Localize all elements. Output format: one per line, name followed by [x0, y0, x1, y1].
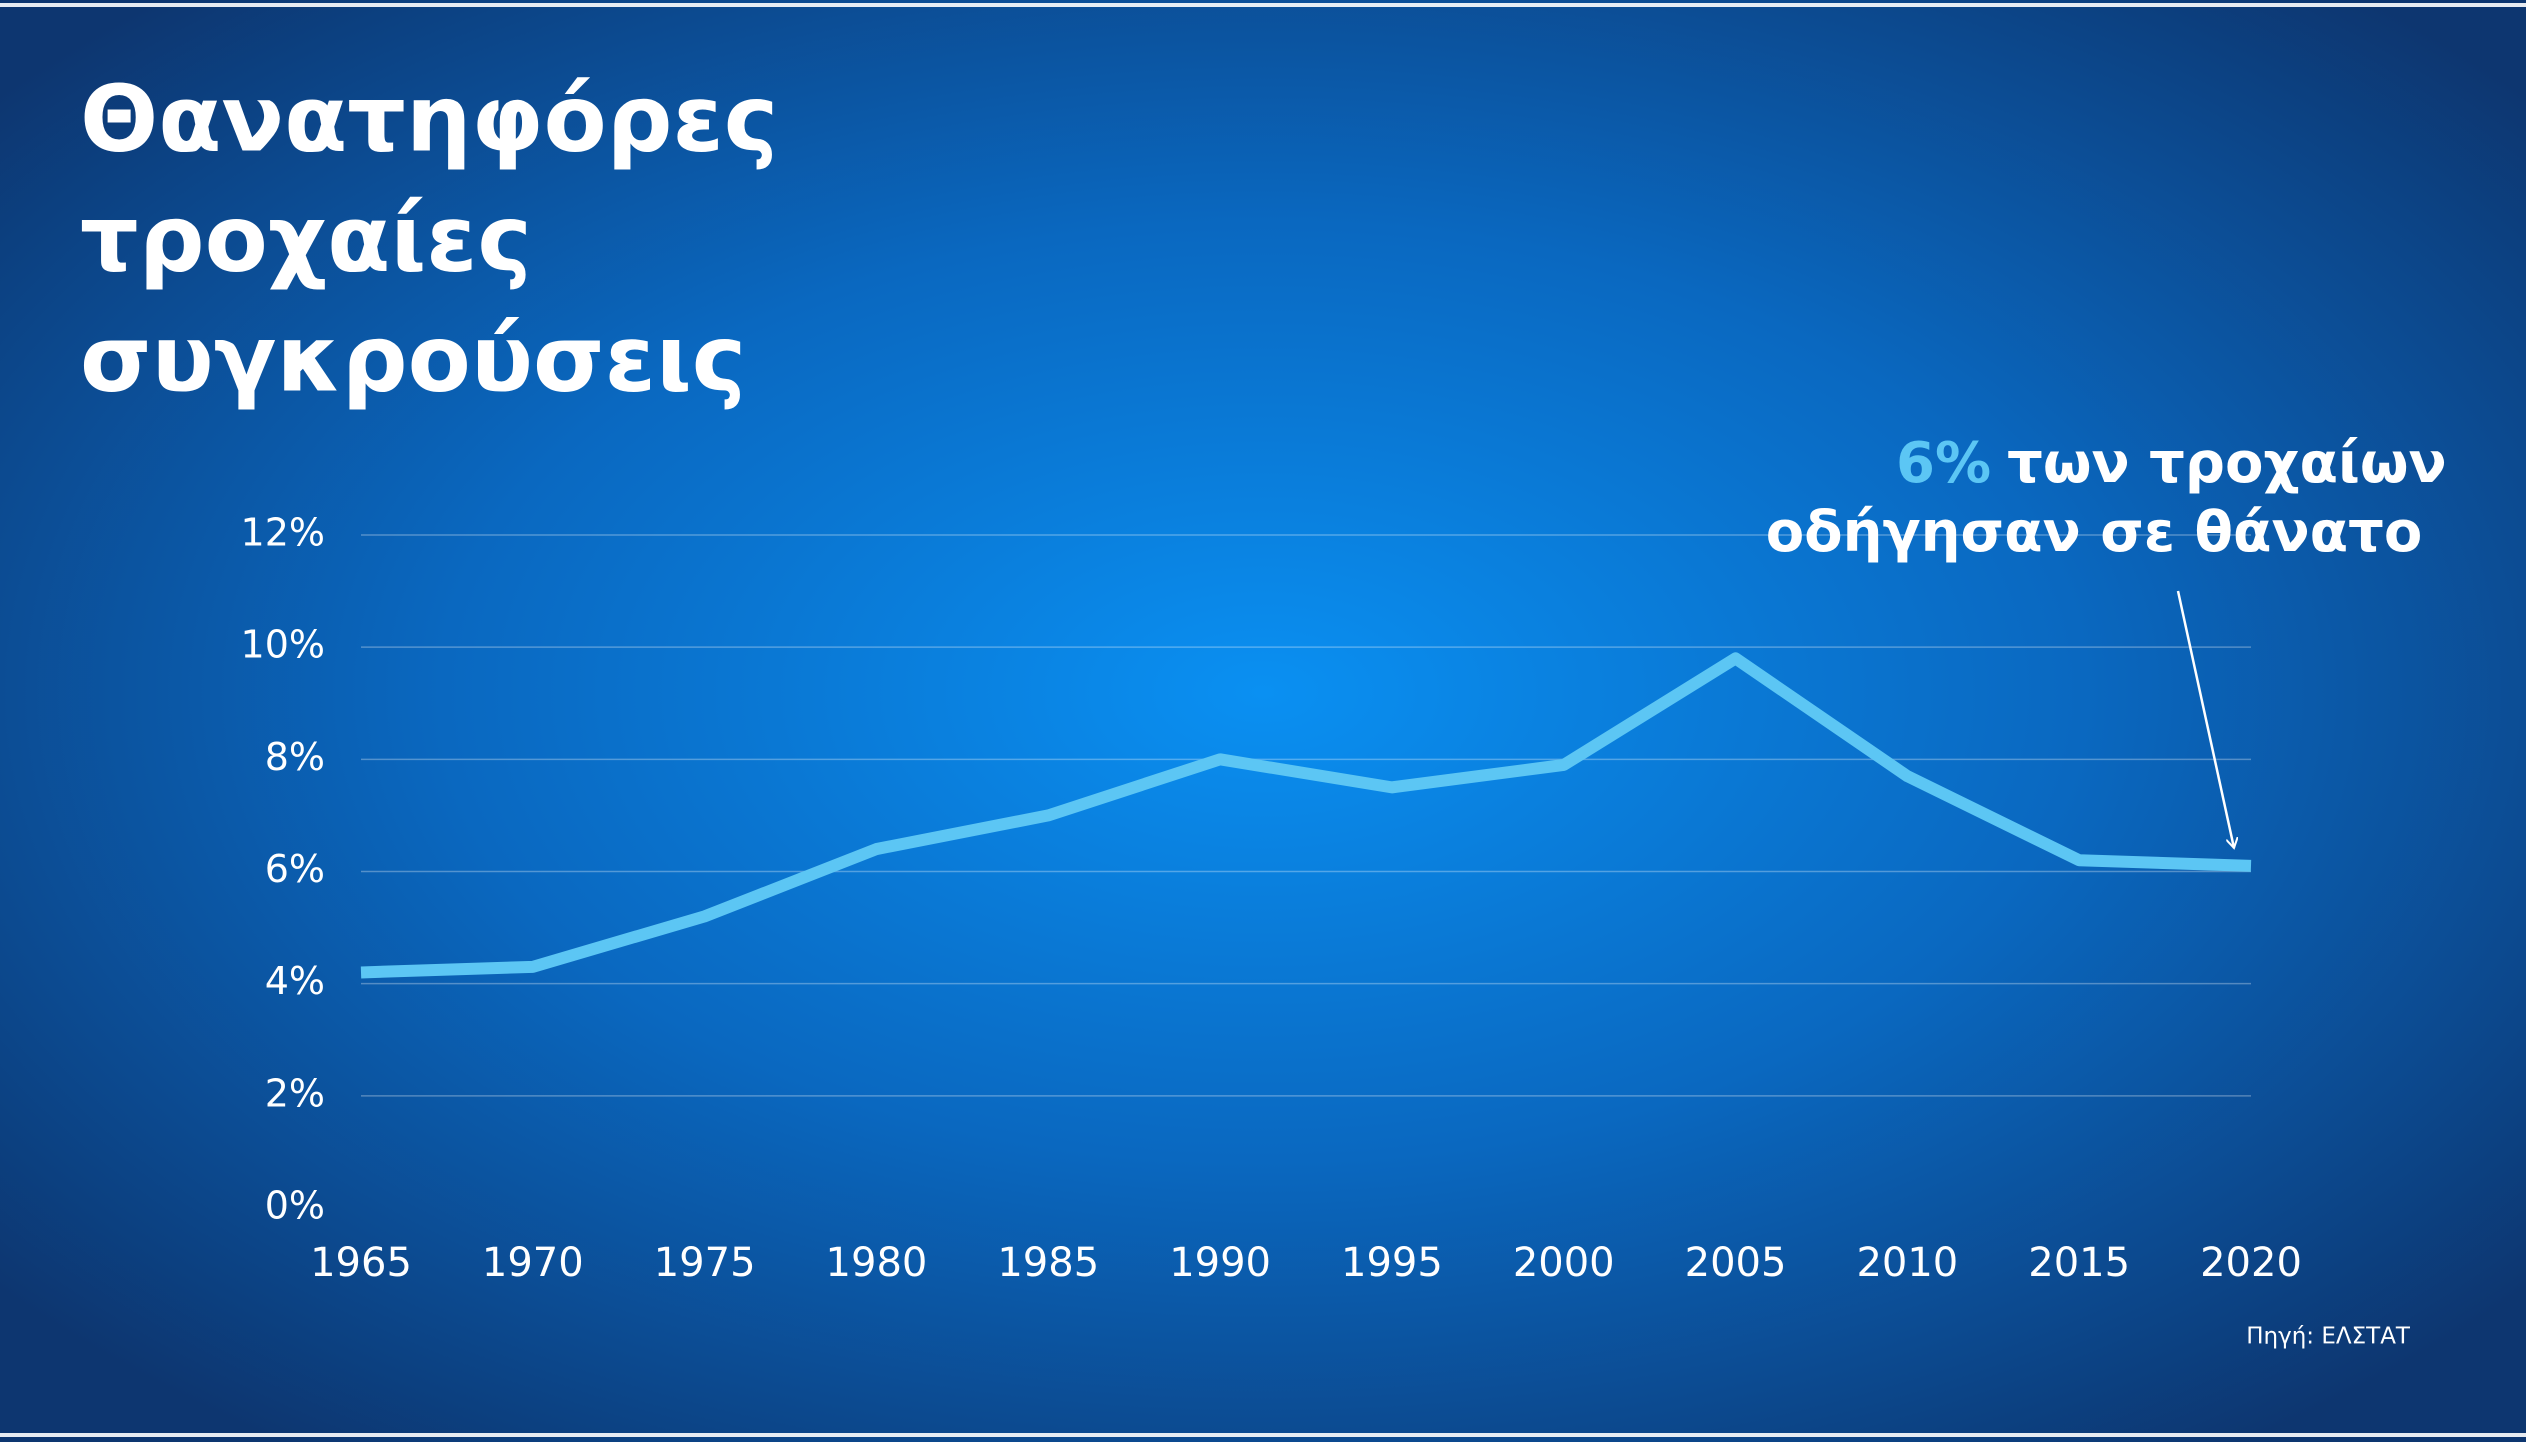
data-line	[360, 652, 2252, 979]
y-tick-label: 6%	[265, 847, 325, 891]
x-tick-label: 1995	[1341, 1240, 1443, 1286]
annotation-line-1: 6% των τροχαίων	[1896, 431, 2447, 496]
y-tick-label: 10%	[241, 623, 325, 667]
y-tick-label: 2%	[265, 1071, 325, 1115]
x-tick-label: 1970	[482, 1240, 584, 1286]
x-tick-label: 1985	[997, 1240, 1099, 1286]
title-line: συγκρούσεις	[80, 305, 746, 412]
x-tick-label: 2000	[1513, 1240, 1615, 1286]
title-line: τροχαίες	[80, 185, 532, 292]
annotation-highlight: 6%	[1896, 431, 1991, 496]
x-tick-label: 1975	[654, 1240, 756, 1286]
source: Πηγή: ΕΛΣΤΑΤ	[2246, 1324, 2411, 1350]
y-tick-label: 0%	[265, 1184, 325, 1228]
x-tick-label: 1965	[310, 1240, 412, 1286]
top-rule	[0, 3, 2526, 7]
annotation-line-2: οδήγησαν σε θάνατο	[1766, 500, 2423, 565]
annotation-arrow	[2176, 590, 2234, 848]
annotation-text: των τροχαίων	[2007, 431, 2447, 496]
y-tick-label: 12%	[241, 511, 325, 555]
y-tick-label: 8%	[265, 735, 325, 779]
x-tick-label: 2010	[1856, 1240, 1958, 1286]
y-tick-label: 4%	[265, 959, 325, 1003]
x-tick-label: 2015	[2028, 1240, 2130, 1286]
title: Θανατηφόρες τροχαίες συγκρούσεις	[80, 65, 778, 412]
bottom-rule	[0, 1433, 2526, 1437]
x-tick-label: 1980	[826, 1240, 928, 1286]
x-tick-label: 2020	[2200, 1240, 2302, 1286]
title-line: Θανατηφόρες	[80, 65, 778, 172]
x-tick-label: 2005	[1685, 1240, 1787, 1286]
x-tick-label: 1990	[1169, 1240, 1271, 1286]
